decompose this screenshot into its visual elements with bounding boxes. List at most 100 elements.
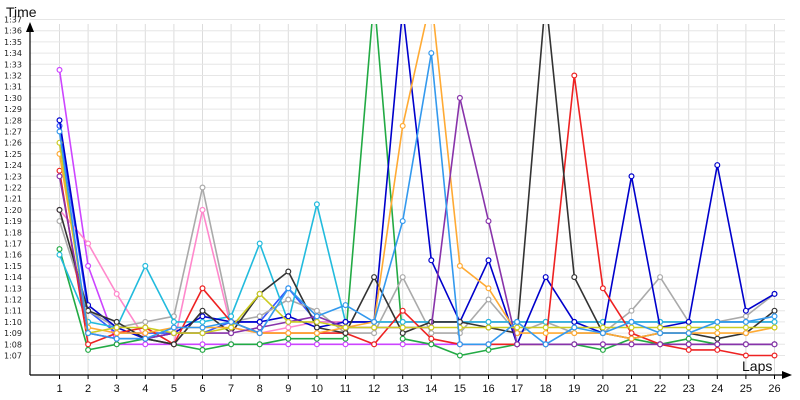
data-point <box>313 313 320 320</box>
data-point <box>685 318 692 325</box>
y-tick-label: 1:19 <box>4 217 22 226</box>
x-axis-title: Laps <box>742 358 772 374</box>
data-point <box>485 346 492 353</box>
y-tick-label: 1:25 <box>4 150 22 159</box>
data-point <box>85 330 92 337</box>
axes: Time Laps <box>6 4 792 379</box>
x-tick-label: 6 <box>199 383 205 395</box>
data-point <box>56 218 63 225</box>
data-point <box>371 274 378 281</box>
data-point <box>199 341 206 348</box>
y-tick-label: 1:15 <box>4 262 22 271</box>
data-point <box>56 117 63 124</box>
x-tick-label: 24 <box>711 383 723 395</box>
data-point <box>256 330 263 337</box>
data-point <box>285 296 292 303</box>
data-point <box>142 341 149 348</box>
x-tick-label: 17 <box>511 383 523 395</box>
y-tick-labels: 1:07 1:08 1:09 1:10 1:11 1:12 1:13 1:14 1:15 1:16… <box>4 16 22 361</box>
data-point <box>485 341 492 348</box>
data-point <box>342 335 349 342</box>
data-point <box>657 330 664 337</box>
y-axis-title: Time <box>6 4 37 20</box>
data-point <box>771 313 778 320</box>
data-point <box>56 173 63 180</box>
data-point <box>199 330 206 337</box>
data-point <box>428 257 435 264</box>
series-line <box>58 74 775 357</box>
data-point <box>56 246 63 253</box>
y-axis-arrow <box>26 22 34 32</box>
data-point <box>256 313 263 320</box>
data-point <box>685 324 692 331</box>
data-point <box>371 318 378 325</box>
y-tick-label: 1:20 <box>4 206 22 215</box>
data-point <box>256 341 263 348</box>
data-point <box>56 167 63 174</box>
data-point <box>771 307 778 314</box>
data-point <box>428 341 435 348</box>
data-point <box>56 206 63 213</box>
data-point <box>485 218 492 225</box>
data-point <box>113 290 120 297</box>
data-point <box>399 318 406 325</box>
data-point <box>199 313 206 320</box>
series-line <box>58 186 775 334</box>
y-tick-label: 1:13 <box>4 284 22 293</box>
data-point <box>428 335 435 342</box>
x-tick-label: 7 <box>228 383 234 395</box>
y-tick-label: 1:12 <box>4 296 22 305</box>
data-point <box>85 346 92 353</box>
data-point <box>771 352 778 359</box>
y-tick-label: 1:28 <box>4 116 22 125</box>
data-point <box>599 346 606 353</box>
data-point <box>628 324 635 331</box>
data-point <box>742 318 749 325</box>
data-point <box>657 341 664 348</box>
data-point <box>456 262 463 269</box>
data-point <box>313 324 320 331</box>
data-point <box>628 330 635 337</box>
data-point <box>113 318 120 325</box>
data-point <box>285 335 292 342</box>
data-point <box>313 318 320 325</box>
data-point <box>485 257 492 264</box>
data-point <box>285 268 292 275</box>
data-point <box>657 324 664 331</box>
data-point <box>628 173 635 180</box>
data-point <box>571 324 578 331</box>
series-lines <box>56 24 778 359</box>
y-tick-label: 1:27 <box>4 128 22 137</box>
y-tick-label: 1:23 <box>4 172 22 181</box>
data-point <box>199 346 206 353</box>
data-point <box>428 330 435 337</box>
data-point <box>571 274 578 281</box>
series-line <box>58 142 775 334</box>
data-point <box>399 324 406 331</box>
x-tick-label: 3 <box>114 383 120 395</box>
data-point <box>399 335 406 342</box>
data-point <box>399 122 406 129</box>
data-point <box>542 324 549 331</box>
data-point <box>628 318 635 325</box>
y-tick-label: 1:32 <box>4 72 22 81</box>
data-point <box>685 330 692 337</box>
data-point <box>628 335 635 342</box>
data-point <box>199 318 206 325</box>
x-tick-label: 26 <box>768 383 780 395</box>
data-point <box>714 335 721 342</box>
data-point <box>399 307 406 314</box>
x-tick-label: 11 <box>340 383 351 395</box>
data-point <box>256 324 263 331</box>
data-point <box>113 330 120 337</box>
data-point <box>514 318 521 325</box>
data-point <box>285 324 292 331</box>
data-point <box>170 330 177 337</box>
series-line <box>58 24 775 357</box>
grid-lines <box>30 19 785 375</box>
data-point <box>599 324 606 331</box>
data-point <box>142 318 149 325</box>
data-point <box>342 330 349 337</box>
data-point <box>142 324 149 331</box>
data-point <box>399 341 406 348</box>
